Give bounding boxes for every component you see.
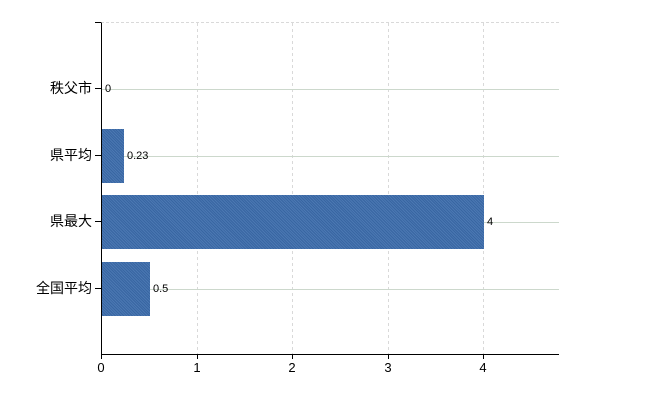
x-axis-tick	[197, 355, 198, 359]
data-label: 0.5	[153, 283, 169, 295]
x-axis-tick-label: 2	[288, 360, 296, 375]
data-label: 4	[487, 216, 494, 228]
category-label: 県最大	[50, 213, 92, 229]
x-axis-tick-label: 3	[384, 360, 392, 375]
horizontal-gridline	[102, 289, 559, 290]
x-axis-tick-label: 1	[193, 360, 201, 375]
x-axis-tick	[388, 355, 389, 359]
x-axis-tick	[483, 355, 484, 359]
vertical-gridline	[388, 23, 389, 354]
y-axis-tick	[95, 155, 101, 156]
y-axis-tick	[95, 288, 101, 289]
x-axis-tick	[292, 355, 293, 359]
horizontal-gridline	[102, 156, 559, 157]
category-label: 秩父市	[50, 80, 92, 96]
horizontal-gridline	[102, 89, 559, 90]
y-axis-top-tick	[95, 22, 101, 23]
vertical-gridline	[483, 23, 484, 354]
bar	[102, 262, 150, 316]
y-axis-tick	[95, 88, 101, 89]
bar	[102, 129, 124, 183]
x-axis-tick-label: 0	[97, 360, 105, 375]
bar	[102, 195, 484, 249]
y-axis-tick	[95, 221, 101, 222]
x-axis-tick-label: 4	[479, 360, 487, 375]
data-label: 0.23	[127, 150, 149, 162]
category-label: 全国平均	[36, 280, 92, 296]
category-label: 県平均	[50, 147, 92, 163]
vertical-gridline	[292, 23, 293, 354]
plot-area: 0 0.23 4 0.5	[101, 22, 559, 355]
vertical-gridline	[197, 23, 198, 354]
data-label: 0	[105, 83, 112, 95]
x-axis-tick	[101, 355, 102, 359]
